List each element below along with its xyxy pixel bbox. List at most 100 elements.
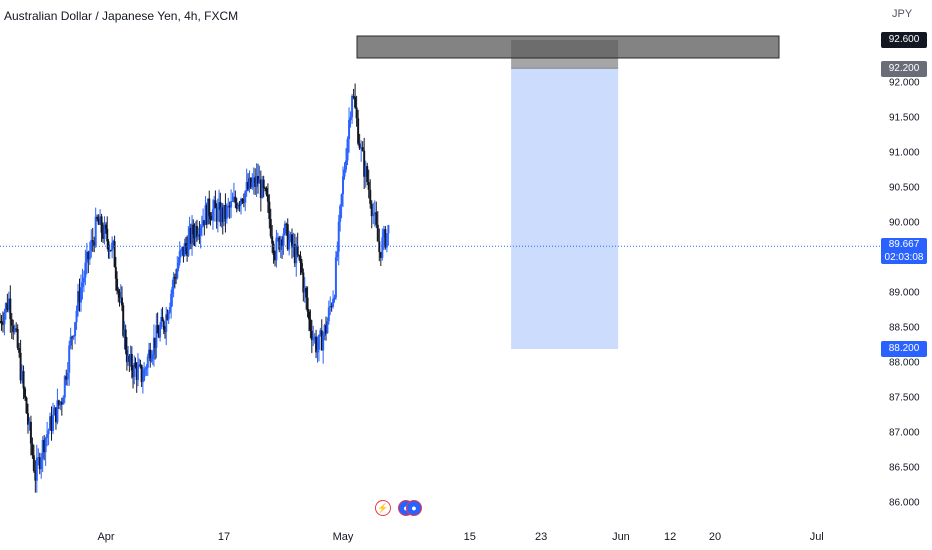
- candle-up: [207, 198, 210, 225]
- candle-up: [35, 457, 38, 481]
- candle-up: [145, 367, 148, 369]
- candle-up: [316, 349, 319, 353]
- time-tick-label: Apr: [97, 531, 115, 543]
- candle-down: [228, 205, 231, 208]
- candle-down: [281, 239, 284, 246]
- candle-up: [339, 205, 342, 222]
- candle-down: [203, 220, 206, 225]
- candle-down: [224, 204, 227, 219]
- candle-up: [199, 227, 202, 236]
- candle-up: [332, 298, 335, 307]
- candle-up: [322, 335, 325, 351]
- candle-up: [251, 182, 254, 188]
- candle-up: [144, 368, 147, 370]
- candle-up: [255, 175, 258, 187]
- candle-up: [159, 327, 162, 338]
- candle-up: [123, 329, 126, 336]
- price-tick-label: 87.500: [889, 392, 920, 404]
- lightning-event-icon[interactable]: ⚡: [375, 500, 391, 516]
- candle-down: [116, 278, 119, 291]
- candle-up: [170, 293, 173, 308]
- candle-down: [140, 365, 143, 383]
- candle-up: [237, 204, 240, 209]
- candle-down: [6, 303, 9, 310]
- candle-down: [235, 202, 238, 209]
- candle-up: [177, 262, 180, 269]
- candle-up: [333, 297, 336, 299]
- candle-up: [211, 209, 214, 221]
- price-tick-label: 87.000: [889, 427, 920, 439]
- candle-down: [299, 255, 302, 264]
- candle-down: [114, 267, 117, 279]
- candle-up: [261, 179, 264, 198]
- candle-down: [134, 362, 137, 368]
- candle-up: [313, 336, 316, 338]
- price-tick-label: 89.000: [889, 287, 920, 299]
- candle-down: [189, 227, 192, 244]
- candle-up: [252, 177, 255, 183]
- time-tick-label: Jul: [809, 531, 824, 543]
- candle-up: [160, 317, 163, 328]
- time-tick-label: 20: [708, 531, 722, 543]
- candle-up: [49, 416, 52, 431]
- time-tick-label: Jun: [612, 531, 630, 543]
- candle-down: [122, 305, 125, 336]
- candle-down: [361, 147, 364, 151]
- candle-down: [157, 333, 160, 338]
- candle-up: [248, 177, 251, 190]
- candle-up: [326, 321, 329, 334]
- candle-up: [75, 310, 78, 323]
- candle-up: [152, 337, 155, 355]
- candle-up: [178, 251, 181, 263]
- economic-event-icon-2[interactable]: ●: [406, 500, 422, 516]
- candle-down: [378, 241, 381, 252]
- candle-up: [85, 251, 88, 263]
- candle-up: [151, 354, 154, 359]
- candle-up: [188, 227, 191, 237]
- candle-up: [127, 355, 130, 363]
- candle-down: [298, 254, 301, 256]
- candle-up: [21, 371, 24, 381]
- candle-up: [289, 234, 292, 240]
- candle-up: [143, 369, 146, 381]
- candle-down: [1, 323, 4, 325]
- candle-down: [54, 407, 57, 423]
- candle-up: [276, 237, 279, 239]
- candle-down: [241, 198, 244, 202]
- candle-up: [337, 221, 340, 252]
- candle-down: [254, 177, 257, 187]
- candle-up: [183, 243, 186, 257]
- candle-down: [376, 224, 379, 242]
- candle-down: [384, 229, 387, 248]
- candle-up: [72, 335, 75, 338]
- candle-down: [31, 443, 34, 456]
- candle-down: [105, 224, 107, 229]
- candle-down: [9, 298, 12, 320]
- candle-down: [257, 175, 259, 184]
- candle-down: [370, 203, 373, 217]
- candle-up: [3, 312, 6, 325]
- time-tick-label: 15: [463, 531, 476, 543]
- candle-up: [334, 257, 337, 298]
- candle-down: [308, 311, 310, 320]
- candle-down: [249, 177, 252, 188]
- candle-down: [15, 328, 18, 330]
- candle-up: [312, 337, 315, 341]
- candle-down: [259, 179, 262, 198]
- candle-down: [221, 207, 224, 222]
- candle-down: [278, 237, 281, 250]
- candle-up: [225, 206, 228, 219]
- candle-up: [213, 200, 216, 210]
- candle-up: [81, 282, 84, 288]
- candle-down: [366, 166, 369, 183]
- candle-up: [47, 430, 50, 435]
- candle-up: [13, 328, 16, 333]
- candle-up: [40, 458, 43, 470]
- candle-up: [223, 204, 225, 222]
- candle-up: [202, 220, 205, 226]
- candle-up: [59, 401, 62, 406]
- candle-down: [18, 347, 21, 353]
- candle-up: [129, 354, 132, 363]
